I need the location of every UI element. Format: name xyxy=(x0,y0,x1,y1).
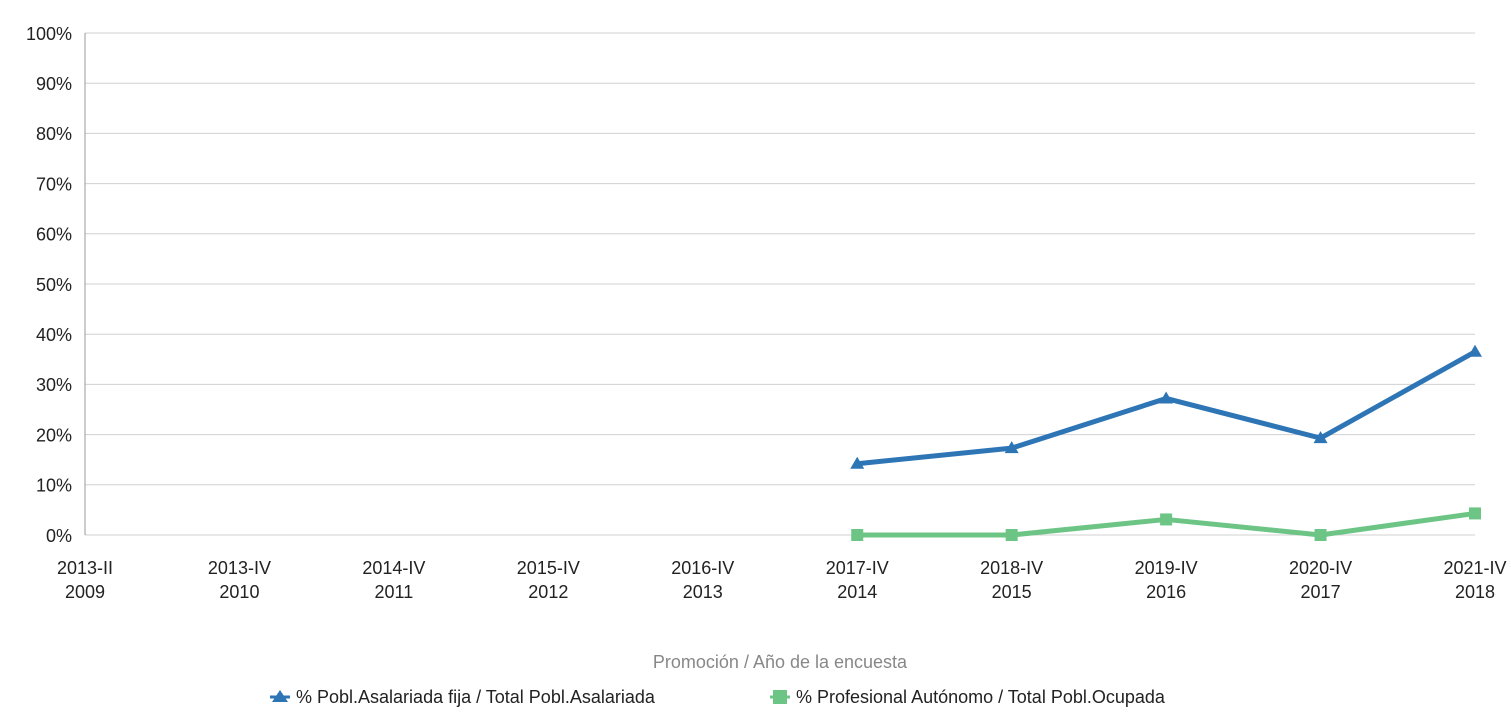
y-tick-label: 60% xyxy=(36,225,72,245)
point xyxy=(1004,441,1019,454)
x-tick-label: 2014-IV xyxy=(362,558,425,578)
x-tick-label: 2017 xyxy=(1301,582,1341,602)
point xyxy=(1314,529,1327,541)
point xyxy=(1159,391,1174,404)
point xyxy=(1313,431,1328,444)
legend-label: % Pobl.Asalariada fija / Total Pobl.Asal… xyxy=(296,687,656,707)
legend-label: % Profesional Autónomo / Total Pobl.Ocup… xyxy=(796,687,1166,707)
x-tick-label: 2012 xyxy=(528,582,568,602)
x-tick-label: 2017-IV xyxy=(826,558,889,578)
x-tick-label: 2009 xyxy=(65,582,105,602)
point xyxy=(1468,344,1482,357)
x-tick-label: 2010 xyxy=(219,582,259,602)
x-tick-label: 2015-IV xyxy=(517,558,580,578)
y-tick-label: 50% xyxy=(36,275,72,295)
y-tick-label: 0% xyxy=(46,526,72,546)
point xyxy=(850,456,865,469)
y-tick-label: 40% xyxy=(36,325,72,345)
x-tick-label: 2014 xyxy=(837,582,877,602)
series-line xyxy=(856,349,1477,467)
y-tick-label: 70% xyxy=(36,174,72,194)
y-tick-label: 30% xyxy=(36,375,72,395)
x-tick-label: 2018-IV xyxy=(980,558,1043,578)
x-tick-label: 2013-II xyxy=(57,558,113,578)
y-tick-label: 80% xyxy=(36,124,72,144)
x-tick-label: 2016-IV xyxy=(671,558,734,578)
y-tick-label: 90% xyxy=(36,74,72,94)
x-axis-title: Promoción / Año de la encuesta xyxy=(653,652,908,672)
x-tick-label: 2011 xyxy=(375,582,414,602)
x-tick-label: 2013 xyxy=(683,582,723,602)
x-tick-label: 2018 xyxy=(1455,582,1495,602)
y-tick-label: 100% xyxy=(26,24,72,44)
point xyxy=(1005,529,1018,541)
y-tick-label: 20% xyxy=(36,425,72,445)
x-tick-label: 2016 xyxy=(1146,582,1186,602)
point xyxy=(851,529,864,541)
point xyxy=(1160,513,1173,526)
y-tick-label: 10% xyxy=(36,476,72,496)
x-tick-label: 2019-IV xyxy=(1135,558,1198,578)
x-tick-label: 2020-IV xyxy=(1289,558,1352,578)
x-tick-label: 2013-IV xyxy=(208,558,271,578)
point xyxy=(1469,507,1481,520)
x-tick-label: 2015 xyxy=(992,582,1032,602)
x-tick-label: 2021-IV xyxy=(1443,558,1506,578)
